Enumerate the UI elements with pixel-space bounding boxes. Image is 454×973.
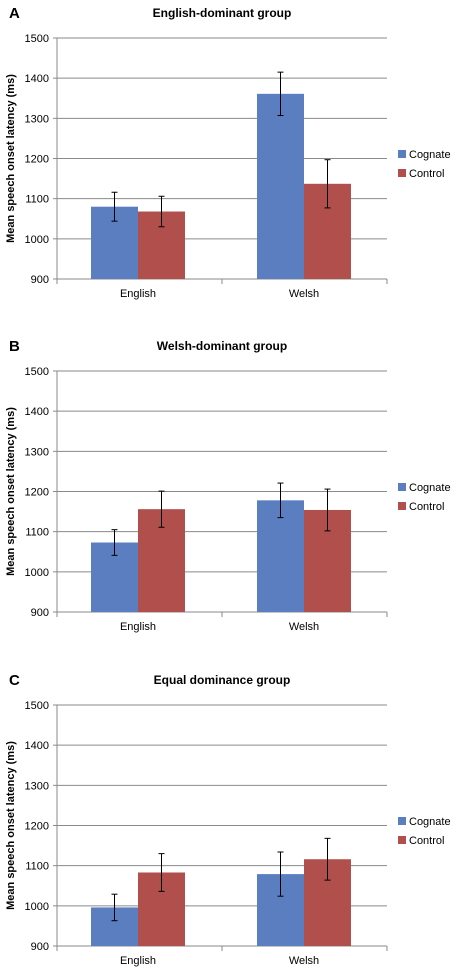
- y-tick-label: 1400: [25, 740, 49, 752]
- x-tick-label: English: [120, 288, 156, 300]
- chart-panel-a: A English-dominant group 900 1000 1100 1200 13…: [5, 5, 451, 300]
- y-tick-label: 1000: [25, 234, 49, 246]
- y-tick-label: 1100: [25, 527, 49, 539]
- chart-panel-c: C Equal dominance group 900 1000 1100 1200 130…: [5, 672, 451, 967]
- y-tick-label: 1500: [25, 33, 49, 45]
- bar-cognate-welsh: [257, 500, 304, 612]
- y-tick-label: 1400: [25, 406, 49, 418]
- y-tick-label: 900: [31, 941, 49, 953]
- y-tick-label: 1300: [25, 113, 49, 125]
- y-tick-label: 1100: [25, 861, 49, 873]
- chart-panel-b: B Welsh-dominant group 900 1000 1100 1200 1300…: [5, 338, 451, 633]
- y-axis-label: Mean speech onset latency (ms): [5, 741, 17, 910]
- x-tick-label: Welsh: [289, 621, 319, 633]
- panel-label: A: [9, 5, 20, 22]
- chart-title: English-dominant group: [153, 6, 292, 20]
- legend-label-control: Control: [409, 501, 444, 513]
- y-tick-label: 1200: [25, 821, 49, 833]
- y-tick-label: 1500: [25, 700, 49, 712]
- panel-label: B: [9, 338, 20, 355]
- y-tick-label: 900: [31, 607, 49, 619]
- x-tick-label: English: [120, 955, 156, 967]
- x-tick-label: Welsh: [289, 288, 319, 300]
- legend-label-cognate: Cognate: [409, 149, 451, 161]
- y-axis-label: Mean speech onset latency (ms): [5, 74, 17, 243]
- chart-title: Equal dominance group: [154, 673, 291, 687]
- legend-swatch-control: [398, 169, 406, 177]
- legend-swatch-control: [398, 836, 406, 844]
- x-tick-label: English: [120, 621, 156, 633]
- y-tick-label: 1000: [25, 567, 49, 579]
- y-tick-label: 1200: [25, 154, 49, 166]
- legend-swatch-cognate: [398, 150, 406, 158]
- legend-label-control: Control: [409, 168, 444, 180]
- legend-swatch-cognate: [398, 483, 406, 491]
- y-axis-label: Mean speech onset latency (ms): [5, 407, 17, 576]
- chart-title: Welsh-dominant group: [157, 339, 287, 353]
- y-tick-label: 1300: [25, 780, 49, 792]
- legend-swatch-control: [398, 502, 406, 510]
- y-tick-label: 1300: [25, 446, 49, 458]
- legend-label-cognate: Cognate: [409, 482, 451, 494]
- y-tick-label: 1000: [25, 901, 49, 913]
- legend-label-cognate: Cognate: [409, 816, 451, 828]
- y-tick-label: 1500: [25, 366, 49, 378]
- y-tick-label: 900: [31, 274, 49, 286]
- y-tick-label: 1100: [25, 194, 49, 206]
- x-tick-label: Welsh: [289, 955, 319, 967]
- y-tick-label: 1200: [25, 487, 49, 499]
- bar-cognate-welsh: [257, 93, 304, 279]
- legend-swatch-cognate: [398, 817, 406, 825]
- y-tick-label: 1400: [25, 73, 49, 85]
- legend-label-control: Control: [409, 835, 444, 847]
- panel-label: C: [9, 672, 20, 689]
